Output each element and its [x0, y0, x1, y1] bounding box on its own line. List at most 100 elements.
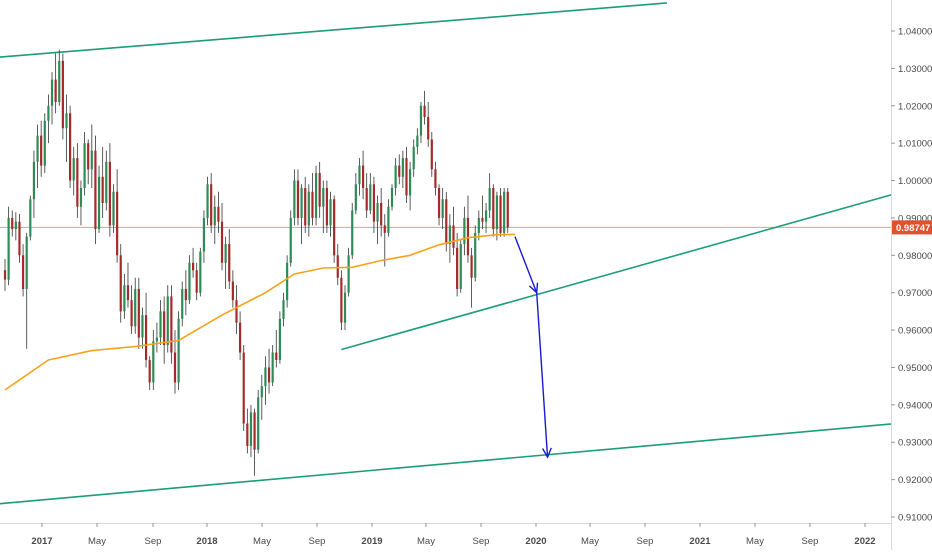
candle-body	[441, 199, 444, 218]
x-tick-label: 2022	[854, 536, 875, 547]
y-tick-label: 1.01000	[898, 139, 932, 150]
candle	[380, 188, 383, 237]
trend-line[interactable]	[0, 420, 932, 506]
candle	[54, 53, 57, 114]
candle-body	[116, 191, 119, 256]
candle	[188, 255, 191, 304]
candle	[112, 184, 115, 233]
candle	[148, 356, 151, 390]
moving-average-line[interactable]	[4, 233, 516, 391]
candle-body	[105, 161, 108, 203]
candle-body	[318, 173, 321, 207]
candle	[119, 244, 122, 323]
last-price-label: 0.98747	[896, 223, 930, 234]
candle	[246, 408, 249, 454]
candle	[18, 214, 21, 263]
x-tick-label: May	[581, 536, 599, 547]
candle	[137, 277, 140, 349]
candle-body	[126, 285, 130, 301]
candle	[441, 188, 444, 230]
candle-body	[217, 206, 220, 222]
candle-body	[173, 352, 177, 383]
candle	[90, 124, 93, 189]
candle-body	[419, 105, 423, 136]
y-tick-label: 0.99000	[898, 213, 932, 224]
candle	[427, 102, 430, 147]
candle	[202, 210, 206, 263]
trend-line[interactable]	[0, 2, 667, 59]
candle	[416, 128, 419, 155]
candle-body	[365, 188, 368, 211]
candle	[47, 94, 50, 144]
candle	[452, 206, 455, 256]
plot-area[interactable]	[0, 2, 932, 506]
candle	[220, 202, 224, 271]
last-price-badge: 0.98747	[892, 220, 932, 235]
candle	[58, 49, 61, 106]
y-tick-label: 0.93000	[898, 438, 932, 449]
candle-body	[470, 255, 473, 278]
candle-body	[83, 143, 86, 189]
candle	[405, 146, 408, 203]
candle-body	[50, 79, 54, 106]
x-tick-label: May	[417, 536, 435, 547]
candle	[253, 408, 256, 476]
y-tick-label: 1.02000	[898, 101, 932, 112]
candle	[213, 195, 216, 245]
candle-body	[21, 255, 25, 289]
candle	[322, 180, 325, 233]
candle	[456, 232, 459, 297]
projection-arrow[interactable]	[536, 292, 552, 459]
candle-body	[448, 225, 451, 245]
candle-body	[376, 202, 379, 222]
candle	[376, 195, 379, 245]
candle	[50, 72, 54, 125]
x-tick-label: 2019	[361, 536, 382, 547]
candle-body	[137, 288, 140, 338]
candle-body	[29, 199, 32, 237]
candle-body	[492, 188, 495, 230]
x-tick-label: Sep	[637, 536, 654, 547]
candle-body	[354, 184, 357, 211]
candle	[72, 146, 75, 196]
candle-body	[267, 367, 271, 383]
candle	[108, 143, 111, 237]
candle-body	[14, 221, 17, 230]
candle-body	[97, 176, 101, 230]
candle-body	[65, 113, 68, 129]
candle	[97, 165, 101, 233]
candle	[361, 150, 365, 200]
candle-body	[304, 188, 307, 226]
candle-body	[177, 318, 180, 383]
candle-body	[231, 281, 234, 301]
candle	[336, 244, 339, 286]
candle-body	[224, 244, 227, 263]
candle	[65, 94, 68, 162]
candle-body	[311, 191, 314, 218]
candle-body	[249, 412, 253, 446]
trend-line[interactable]	[341, 182, 932, 351]
candle-body	[459, 244, 462, 289]
candle-body	[220, 221, 224, 263]
x-tick-label: 2017	[31, 536, 52, 547]
y-tick-label: 0.92000	[898, 475, 932, 486]
candle-body	[181, 288, 184, 319]
candle	[314, 165, 318, 226]
candle	[231, 270, 234, 308]
candle	[419, 102, 423, 144]
candle	[144, 292, 148, 368]
candle-body	[239, 322, 242, 353]
candle	[184, 270, 187, 316]
candle-body	[94, 150, 97, 230]
x-tick-label: Sep	[802, 536, 819, 547]
candle	[470, 247, 473, 308]
candle-body	[228, 244, 231, 282]
candle	[307, 184, 310, 237]
candle-body	[195, 270, 198, 293]
candle	[412, 139, 415, 177]
candle	[437, 184, 441, 226]
candle-body	[343, 292, 347, 323]
candle	[340, 270, 343, 331]
